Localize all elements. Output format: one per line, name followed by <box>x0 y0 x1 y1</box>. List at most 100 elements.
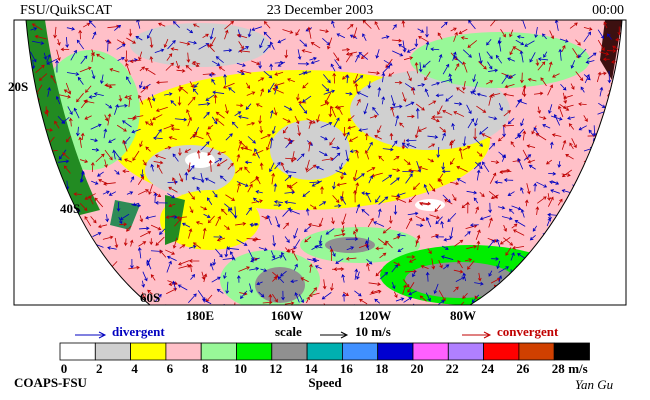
wind-arrow <box>598 102 606 108</box>
wind-arrow <box>323 74 331 84</box>
wind-arrow <box>341 213 347 226</box>
wind-arrow <box>475 229 481 240</box>
wind-arrow <box>534 26 538 39</box>
wind-arrow <box>438 178 444 186</box>
wind-arrow <box>41 302 49 305</box>
wind-arrow <box>497 40 502 52</box>
wind-arrow <box>378 196 389 205</box>
wind-arrow <box>539 116 547 120</box>
wind-arrow <box>462 272 467 282</box>
wind-arrow <box>57 159 70 164</box>
wind-arrow <box>73 192 82 197</box>
wind-arrow <box>258 247 268 252</box>
wind-arrow <box>355 203 361 214</box>
wind-arrow <box>603 21 608 29</box>
wind-arrow <box>55 95 61 105</box>
wind-arrow <box>90 123 102 130</box>
wind-arrow <box>624 271 632 274</box>
wind-arrow <box>377 125 382 134</box>
wind-arrow <box>237 140 243 151</box>
colorbar: 0 2 4 6 8 10 12 14 16 18 20 22 24 26 28 m/s <box>59 342 590 376</box>
wind-arrow <box>495 54 503 64</box>
wind-arrow <box>166 260 172 273</box>
scale-value: 10 m/s <box>355 324 391 339</box>
wind-arrow <box>403 56 414 61</box>
wind-arrow <box>467 40 478 48</box>
wind-arrow <box>75 126 80 137</box>
wind-arrow <box>597 39 605 51</box>
wind-arrow <box>584 74 590 84</box>
wind-arrow <box>37 247 46 253</box>
wind-arrow <box>462 81 466 91</box>
wind-arrow <box>456 87 465 94</box>
wind-arrow <box>140 230 152 238</box>
wind-arrow <box>50 245 58 249</box>
wind-arrow <box>215 111 225 119</box>
wind-arrow <box>244 160 252 165</box>
wind-arrow <box>419 295 427 302</box>
wind-arrow <box>184 171 189 181</box>
wind-arrow <box>520 118 525 127</box>
wind-arrow <box>145 215 156 220</box>
wind-arrow <box>498 275 503 283</box>
wind-arrow <box>594 292 601 301</box>
wind-arrow <box>393 205 398 216</box>
wind-arrow <box>406 47 416 53</box>
wind-arrow <box>453 111 465 117</box>
wind-arrow <box>414 38 419 48</box>
wind-arrow <box>244 166 250 174</box>
wind-arrow <box>284 49 289 59</box>
wind-arrow <box>466 244 477 250</box>
wind-arrow <box>375 246 384 251</box>
wind-arrow <box>31 140 36 149</box>
wind-arrow <box>116 124 127 132</box>
wind-arrow <box>215 56 224 64</box>
wind-arrow <box>514 220 526 227</box>
wind-arrow <box>259 125 264 134</box>
colorbar-tick-label: 10 <box>234 361 247 376</box>
header-right: 00:00 <box>592 3 624 18</box>
wind-arrow <box>478 52 483 64</box>
wind-arrow <box>76 39 85 50</box>
wind-arrow <box>42 260 47 272</box>
wind-arrow <box>369 114 378 119</box>
wind-arrow <box>382 226 392 234</box>
wind-arrow <box>561 44 566 52</box>
lat-label: 40S <box>60 201 80 216</box>
wind-arrow <box>535 59 540 67</box>
colorbar-tick-label: 26 <box>516 361 530 376</box>
wind-arrow <box>441 162 446 171</box>
wind-arrow <box>91 70 96 80</box>
wind-arrow <box>467 260 475 270</box>
wind-arrow <box>155 106 168 112</box>
wind-arrow <box>365 191 372 203</box>
wind-arrow <box>511 205 522 211</box>
wind-arrow <box>583 284 588 295</box>
wind-arrow <box>344 131 350 141</box>
wind-arrow <box>136 20 141 29</box>
wind-arrow <box>126 191 134 195</box>
wind-arrow <box>438 300 445 305</box>
colorbar-swatch <box>447 342 484 361</box>
wind-arrow <box>293 228 299 239</box>
wind-arrow <box>600 199 612 205</box>
wind-arrow <box>256 281 263 286</box>
wind-arrow <box>605 149 611 160</box>
wind-arrow <box>176 68 186 73</box>
wind-arrow <box>494 180 503 185</box>
wind-arrow <box>72 299 81 304</box>
wind-arrow <box>425 41 430 51</box>
wind-arrow <box>347 125 356 130</box>
wind-arrow <box>424 71 431 81</box>
wind-arrow <box>501 154 506 162</box>
wind-arrow <box>516 99 527 105</box>
wind-arrow <box>37 172 47 178</box>
wind-arrow <box>249 266 260 271</box>
wind-arrow <box>438 54 443 63</box>
wind-arrow <box>79 203 88 211</box>
wind-arrow <box>354 54 360 63</box>
wind-arrow <box>236 153 241 162</box>
wind-arrow <box>361 208 370 216</box>
wind-arrow <box>239 69 252 74</box>
